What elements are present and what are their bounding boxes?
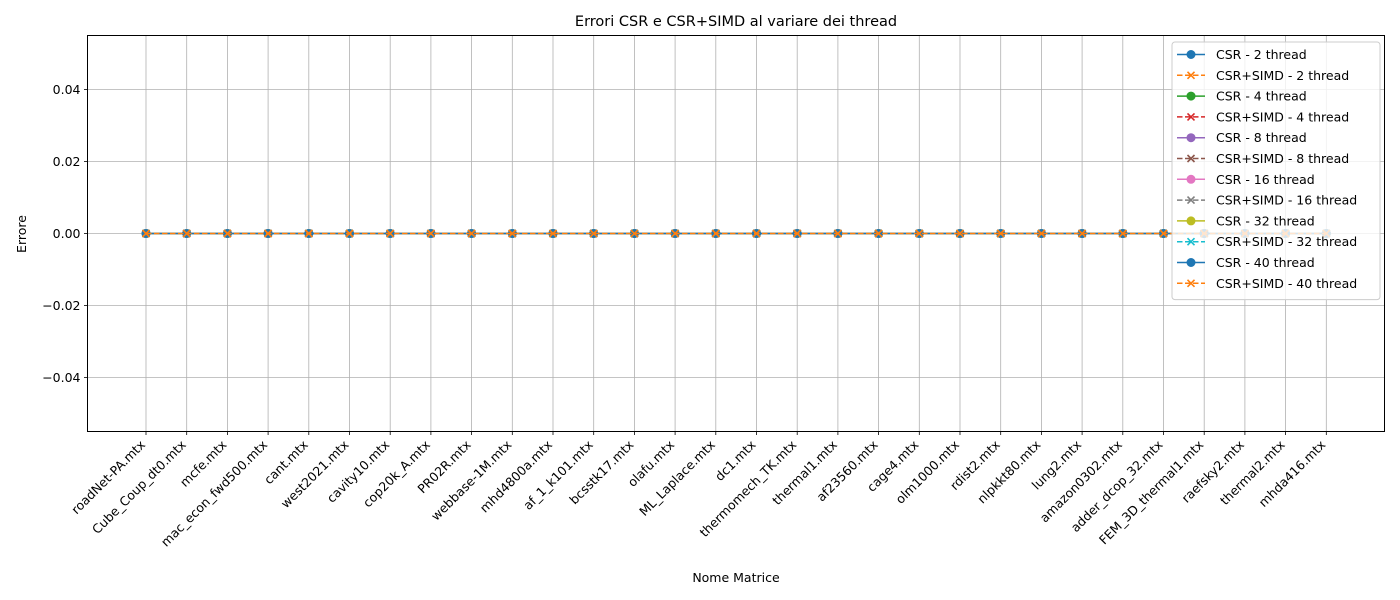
legend-item: CSR+SIMD - 40 thread xyxy=(1177,276,1357,291)
data-point xyxy=(1037,229,1046,238)
legend-label: CSR+SIMD - 16 thread xyxy=(1216,193,1357,208)
legend-item: CSR+SIMD - 2 thread xyxy=(1177,68,1349,83)
legend-item: CSR - 2 thread xyxy=(1177,47,1307,62)
legend-marker xyxy=(1186,279,1196,288)
legend-marker xyxy=(1186,71,1196,80)
data-point xyxy=(386,229,395,238)
legend-item: CSR - 4 thread xyxy=(1177,89,1307,104)
legend-item: CSR+SIMD - 32 thread xyxy=(1177,234,1357,249)
y-tick-label: 0.00 xyxy=(53,226,81,241)
data-point xyxy=(182,229,191,238)
legend-marker xyxy=(1186,196,1196,205)
y-tick-label: −0.04 xyxy=(42,370,80,385)
data-point xyxy=(1118,229,1127,238)
legend-marker xyxy=(1186,216,1196,226)
data-point xyxy=(630,229,639,238)
data-point xyxy=(752,229,761,238)
data-point xyxy=(1078,229,1087,238)
data-point xyxy=(223,229,232,238)
legend-label: CSR - 4 thread xyxy=(1216,89,1307,104)
y-axis-label: Errore xyxy=(14,215,29,253)
y-tick-label: −0.02 xyxy=(42,298,80,313)
legend-label: CSR - 16 thread xyxy=(1216,172,1315,187)
legend-label: CSR+SIMD - 32 thread xyxy=(1216,234,1357,249)
legend-label: CSR+SIMD - 2 thread xyxy=(1216,68,1349,83)
data-point xyxy=(467,229,476,238)
legend-label: CSR - 32 thread xyxy=(1216,213,1315,228)
data-point xyxy=(833,229,842,238)
legend-item: CSR+SIMD - 16 thread xyxy=(1177,193,1357,208)
legend-box xyxy=(1171,41,1381,301)
legend-marker xyxy=(1186,174,1196,184)
data-point xyxy=(548,229,558,238)
legend-marker xyxy=(1186,133,1196,143)
data-point xyxy=(304,229,313,238)
y-tick-label: 0.02 xyxy=(53,154,81,169)
legend-marker xyxy=(1186,50,1196,59)
legend-item: CSR - 32 thread xyxy=(1177,213,1315,228)
data-point xyxy=(793,229,802,238)
data-point xyxy=(711,229,720,238)
legend-label: CSR - 2 thread xyxy=(1216,47,1307,62)
legend-label: CSR+SIMD - 8 thread xyxy=(1216,151,1349,166)
data-point xyxy=(426,229,435,238)
legend-item: CSR - 40 thread xyxy=(1177,255,1315,270)
legend: CSR - 2 thread CSR+SIMD - 2 thread CSR - 4… xyxy=(1171,41,1381,301)
legend-marker xyxy=(1186,91,1196,101)
legend-label: CSR - 40 thread xyxy=(1216,255,1315,270)
data-point xyxy=(264,229,273,238)
legend-item: CSR - 16 thread xyxy=(1177,172,1315,187)
legend-item: CSR - 8 thread xyxy=(1177,130,1307,145)
y-axis-ticks: −0.04 −0.02 0.00 0.02 0.04 xyxy=(42,82,88,385)
legend-marker xyxy=(1186,112,1196,121)
legend-marker xyxy=(1186,258,1196,267)
chart-title: Errori CSR e CSR+SIMD al variare dei thr… xyxy=(575,14,897,30)
data-point xyxy=(345,229,354,238)
x-axis-label: Nome Matrice xyxy=(692,570,780,585)
data-point xyxy=(915,229,924,238)
data-point xyxy=(141,229,151,238)
legend-label: CSR+SIMD - 4 thread xyxy=(1216,109,1349,124)
legend-label: CSR+SIMD - 40 thread xyxy=(1216,276,1357,291)
legend-item: CSR+SIMD - 8 thread xyxy=(1177,151,1349,166)
data-point xyxy=(508,229,517,238)
data-point xyxy=(589,229,598,238)
legend-marker xyxy=(1186,154,1196,163)
data-point xyxy=(1159,229,1168,238)
legend-label: CSR - 8 thread xyxy=(1216,130,1307,145)
data-point xyxy=(671,229,680,238)
legend-marker xyxy=(1186,237,1196,246)
data-point xyxy=(996,229,1005,238)
data-point xyxy=(874,229,883,238)
legend-item: CSR+SIMD - 4 thread xyxy=(1177,109,1349,124)
data-point xyxy=(955,229,965,238)
y-tick-label: 0.04 xyxy=(53,82,81,97)
